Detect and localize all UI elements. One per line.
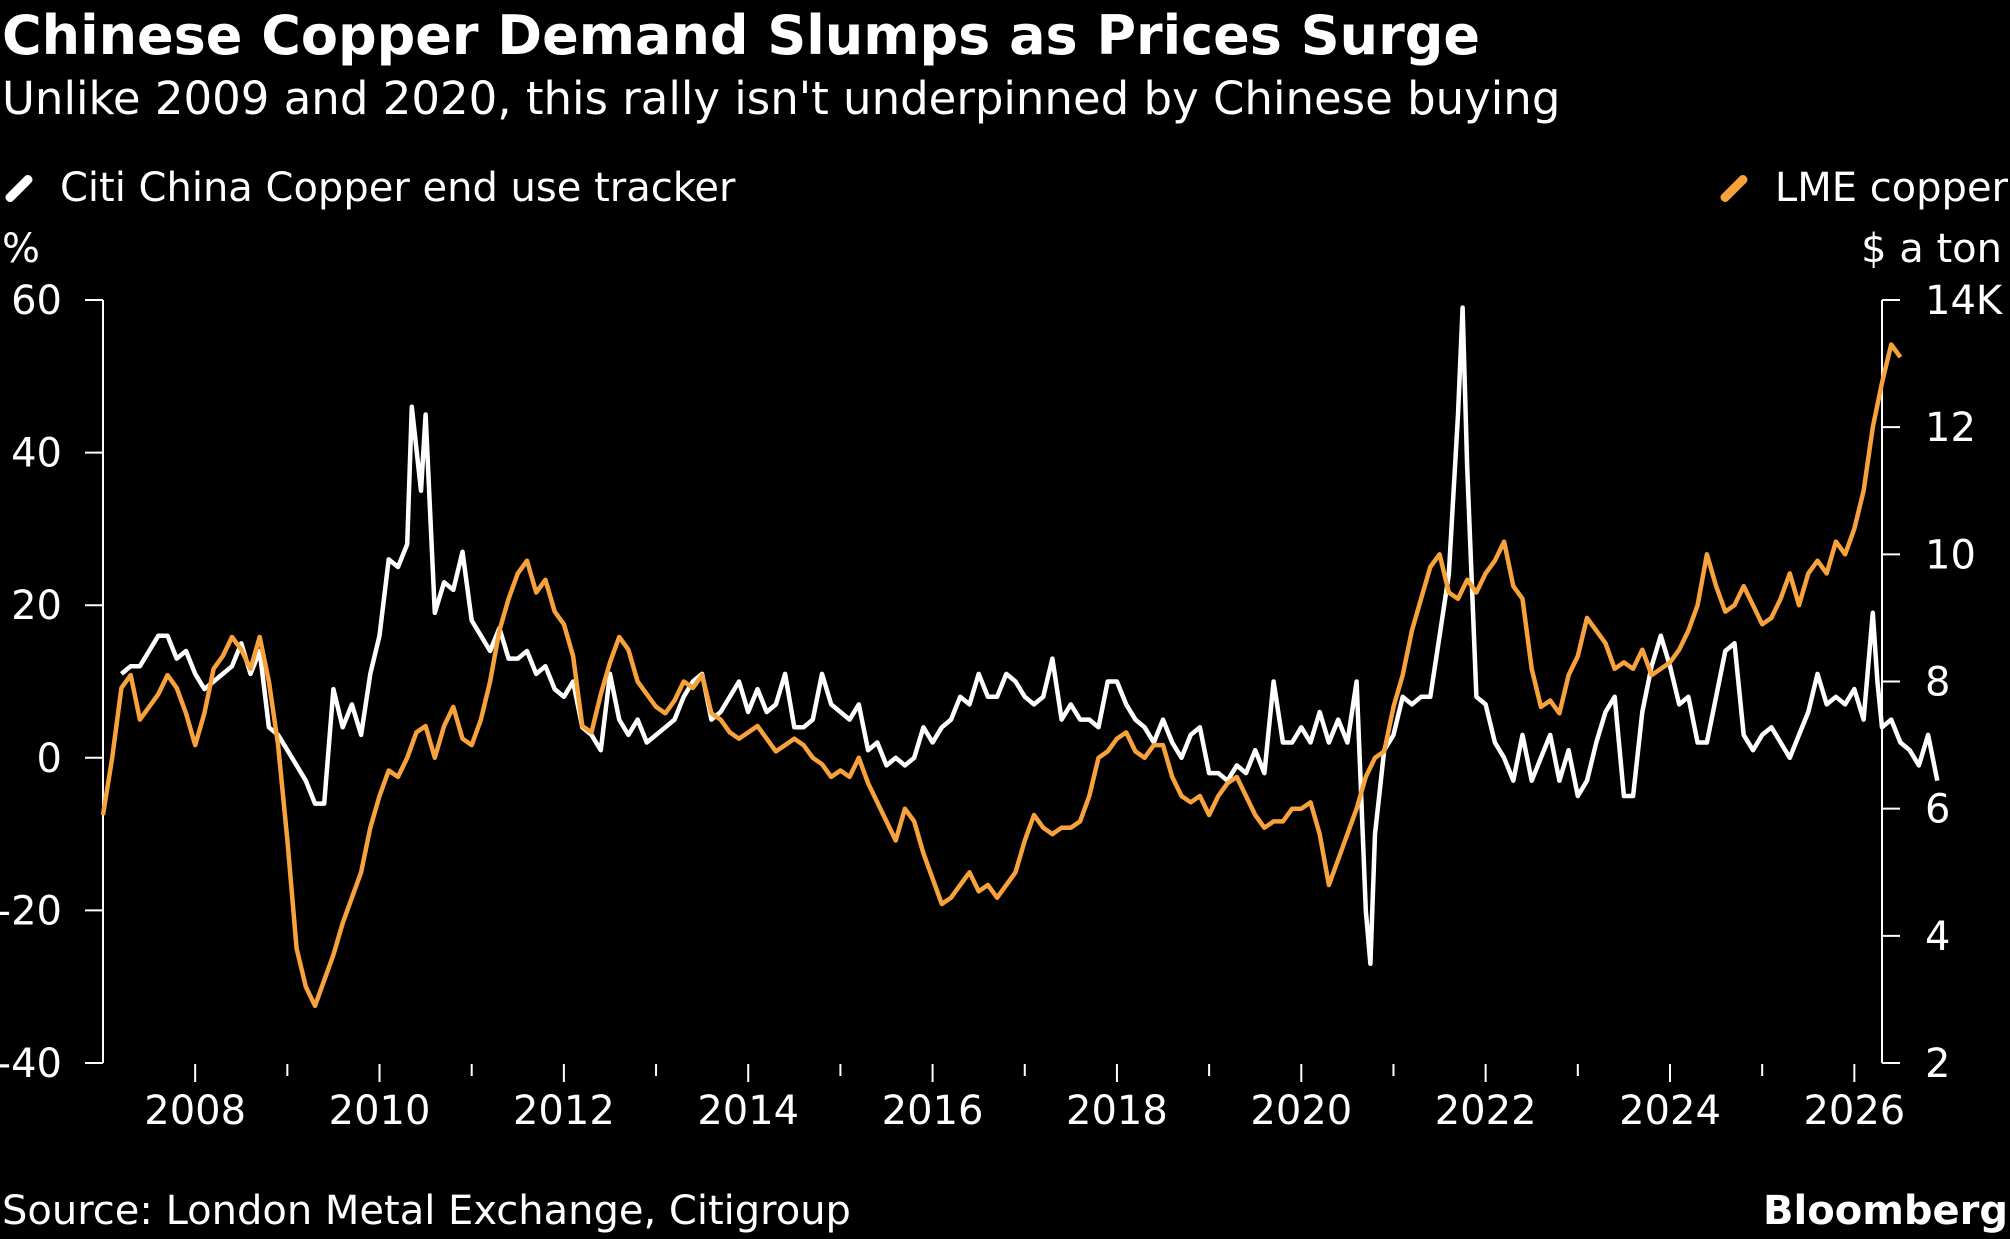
left-tick-label: 20 [11,583,62,629]
right-tick-label: 2 [1925,1041,1950,1087]
right-tick-label: 6 [1925,787,1950,833]
x-tick-label: 2012 [513,1088,615,1134]
x-tick-label: 2014 [697,1088,799,1134]
left-tick-label: 0 [37,736,62,782]
right-tick-label: 10 [1925,532,1976,578]
left-tick-label: -20 [0,888,62,934]
left-axis-unit: % [2,226,40,272]
chart-title: Chinese Copper Demand Slumps as Prices S… [2,4,1480,67]
legend-item-lme: LME copper [1717,165,2008,211]
chart-subtitle: Unlike 2009 and 2020, this rally isn't u… [2,72,1561,125]
legend-label-tracker: Citi China Copper end use tracker [60,165,736,211]
right-axis-unit: $ a ton [1861,226,2002,272]
x-tick-label: 2024 [1619,1088,1721,1134]
legend-item-tracker: Citi China Copper end use tracker [2,165,736,211]
right-tick-label: 12 [1925,405,1976,451]
legend-label-lme: LME copper [1774,165,2008,211]
series-line-lme-copper [100,342,1903,1009]
right-tick-label: 4 [1925,914,1950,960]
x-tick-label: 2010 [329,1088,431,1134]
x-tick-label: 2020 [1250,1088,1352,1134]
left-tick-label: -40 [0,1041,62,1087]
x-tick-label: 2022 [1435,1088,1537,1134]
right-tick-label: 14K [1925,278,2004,324]
source-note: Source: London Metal Exchange, Citigroup [2,1188,851,1234]
left-tick-label: 60 [11,278,62,324]
x-tick-label: 2026 [1803,1088,1905,1134]
x-tick-label: 2008 [144,1088,246,1134]
x-tick-label: 2016 [882,1088,984,1134]
right-tick-label: 8 [1925,660,1950,706]
series-line-citi-tracker [119,305,1940,967]
left-tick-label: 40 [11,431,62,477]
brand-logo: Bloomberg [1763,1188,2008,1234]
x-tick-label: 2018 [1066,1088,1168,1134]
